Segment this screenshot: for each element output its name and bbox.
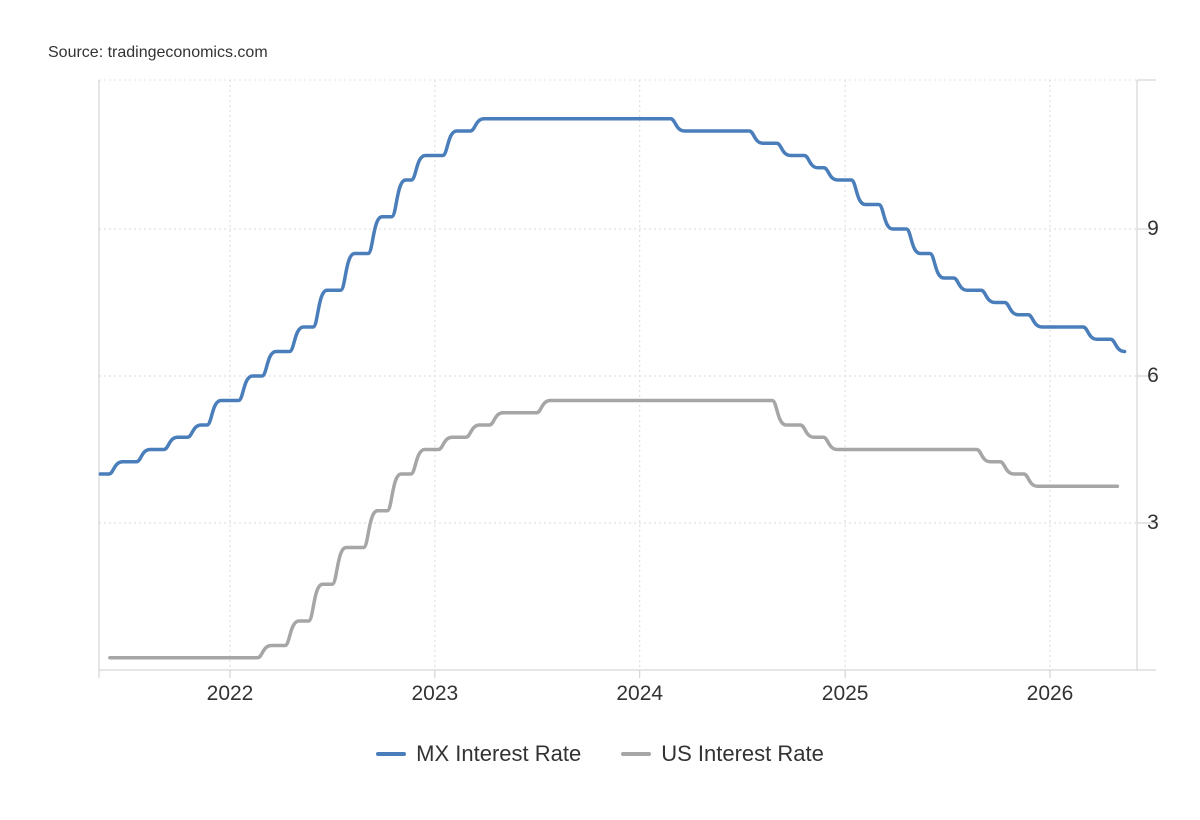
legend-item-us[interactable]: US Interest Rate xyxy=(621,741,824,767)
x-tick-label-2022: 2022 xyxy=(207,682,254,705)
series-line-mx xyxy=(98,117,1127,476)
legend-swatch xyxy=(621,752,652,756)
x-tick-label-2026: 2026 xyxy=(1027,682,1074,705)
legend-swatch xyxy=(376,752,407,756)
legend: MX Interest Rate US Interest Rate xyxy=(0,741,1200,767)
legend-item-mx[interactable]: MX Interest Rate xyxy=(376,741,581,767)
series-lines xyxy=(98,117,1127,660)
x-tick-label-2023: 2023 xyxy=(412,682,459,705)
source-label: Source: tradingeconomics.com xyxy=(48,44,268,61)
legend-label: MX Interest Rate xyxy=(416,741,582,766)
y-tick-label-9: 9 xyxy=(1147,217,1159,240)
x-tick-label-2024: 2024 xyxy=(616,682,663,705)
axes xyxy=(98,79,1156,678)
grid-lines xyxy=(99,79,1137,670)
y-tick-label-3: 3 xyxy=(1147,511,1159,534)
legend-label: US Interest Rate xyxy=(661,741,824,766)
series-line-us xyxy=(108,398,1120,660)
x-tick-label-2025: 2025 xyxy=(822,682,869,705)
tick-labels: 2022 2023 2024 2025 2026 3 6 9 xyxy=(207,217,1159,705)
y-tick-label-6: 6 xyxy=(1147,364,1159,387)
